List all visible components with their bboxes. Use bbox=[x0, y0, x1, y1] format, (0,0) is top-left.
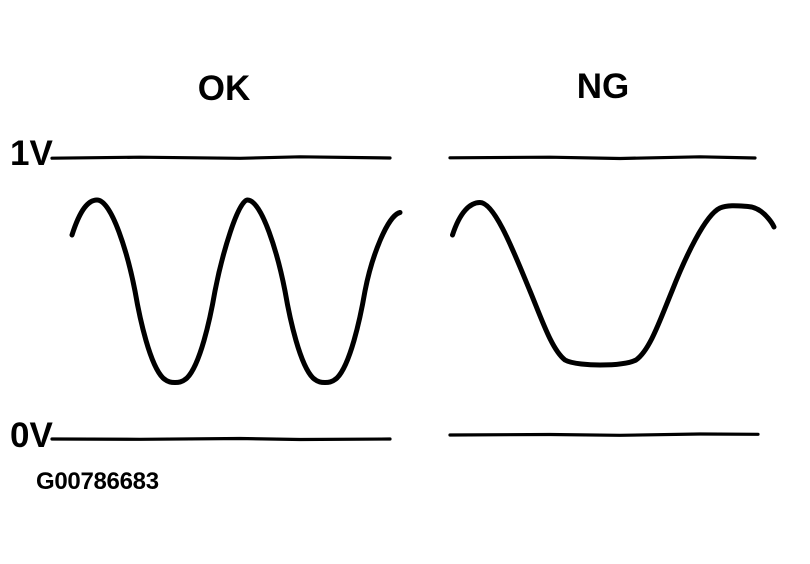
svg-text:0V: 0V bbox=[10, 416, 53, 455]
svg-text:1V: 1V bbox=[10, 134, 53, 173]
svg-text:NG: NG bbox=[577, 67, 630, 106]
svg-text:G00786683: G00786683 bbox=[36, 468, 159, 495]
svg-text:OK: OK bbox=[198, 69, 251, 108]
